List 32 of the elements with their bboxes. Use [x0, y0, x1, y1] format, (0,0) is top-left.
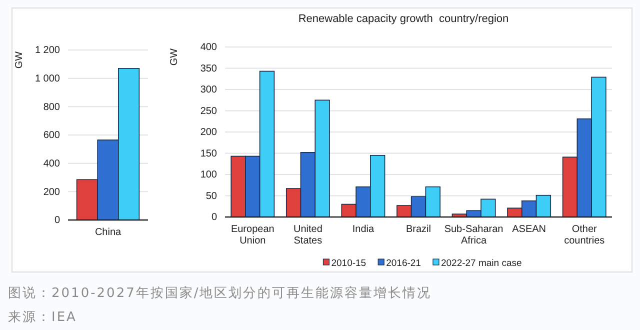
source-note: 来源：IEA	[8, 310, 77, 325]
y-tick-label: 200	[200, 127, 218, 138]
y-tick-label: 250	[200, 106, 218, 117]
x-tick-label: United States	[293, 224, 322, 246]
y-tick-label: 150	[200, 148, 218, 160]
y-tick-label: 0	[211, 212, 218, 224]
x-tick-label: ASEAN	[512, 224, 546, 235]
x-tick-label: India	[352, 224, 374, 235]
y-axis-title: GW	[14, 50, 25, 69]
y-tick-label: 350	[200, 63, 218, 74]
x-tick-label: European Union	[230, 224, 274, 246]
chart-title: Renewable capacity growth country/region	[298, 13, 509, 25]
legend-label: 2022-27 main case	[440, 258, 522, 269]
y-tick-label: 800	[43, 102, 60, 113]
y-axis-title: GW	[169, 48, 180, 66]
y-tick-label: 200	[43, 186, 60, 198]
y-tick-label: 300	[200, 84, 218, 96]
y-tick-label: 100	[200, 170, 218, 181]
y-tick-label: 0	[54, 215, 60, 226]
y-tick-label: 400	[200, 42, 218, 54]
y-tick-label: 600	[43, 130, 60, 142]
x-tick-label: Other countries	[564, 224, 605, 246]
legend-label: 2016-21	[386, 258, 421, 269]
y-tick-label: 50	[206, 190, 218, 202]
x-tick-label: China	[94, 227, 122, 238]
y-tick-label: 1 200	[34, 45, 60, 56]
x-tick-label: Brazil	[406, 224, 432, 235]
y-tick-label: 400	[43, 158, 60, 170]
y-tick-label: 1 000	[34, 74, 60, 85]
x-tick-label: Sub-Saharan Africa	[444, 224, 504, 246]
legend-label: 2010-15	[331, 258, 366, 269]
text: 图说：2010-2027年按国家/地区划分的可再生能源容量增长情况	[8, 285, 432, 301]
